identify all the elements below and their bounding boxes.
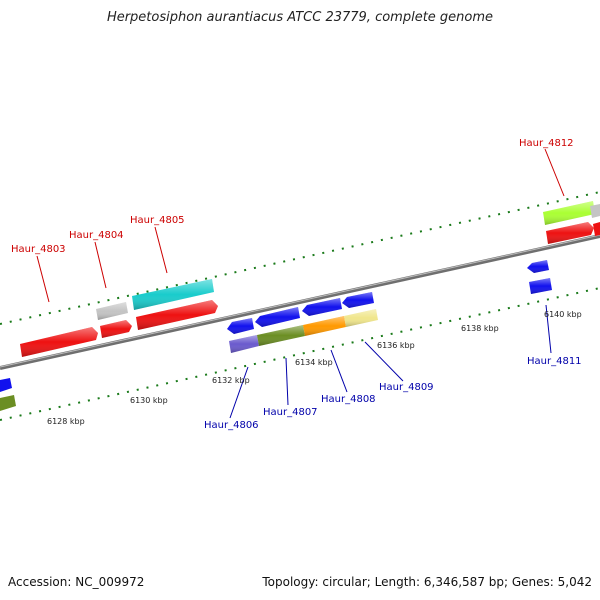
gene-arrow-forward[interactable] bbox=[136, 300, 218, 330]
kbp-label: 6134 kbp bbox=[295, 358, 333, 367]
gene-arrow-forward[interactable] bbox=[20, 327, 98, 357]
gene-box-slateblue[interactable] bbox=[229, 335, 259, 353]
gene-label-haur-4804[interactable]: Haur_4804 bbox=[69, 230, 124, 241]
label-leaders bbox=[36, 148, 565, 419]
gene-box-red[interactable] bbox=[593, 222, 600, 236]
gene-arrow-reverse[interactable] bbox=[342, 292, 374, 308]
gene-box-khaki[interactable] bbox=[344, 309, 378, 327]
forward-tick-track bbox=[0, 191, 600, 325]
kbp-label: 6130 kbp bbox=[130, 396, 168, 405]
kbp-labels: 6128 kbp 6130 kbp 6132 kbp 6134 kbp 6136… bbox=[47, 310, 582, 426]
kbp-label: 6136 kbp bbox=[377, 341, 415, 350]
gene-arrow-forward[interactable] bbox=[100, 320, 132, 338]
map-title: Herpetosiphon aurantiacus ATCC 23779, co… bbox=[106, 10, 494, 25]
gene-label-haur-4808[interactable]: Haur_4808 bbox=[321, 394, 376, 405]
gene-label-haur-4811[interactable]: Haur_4811 bbox=[527, 356, 582, 367]
gene-arrow-forward[interactable] bbox=[546, 222, 594, 244]
gene-label-haur-4809[interactable]: Haur_4809 bbox=[379, 382, 434, 393]
gene-box-cyan[interactable] bbox=[132, 279, 214, 310]
gene-label-haur-4805[interactable]: Haur_4805 bbox=[130, 215, 185, 226]
gene-arrow-reverse[interactable] bbox=[527, 260, 549, 273]
genome-backbone bbox=[0, 234, 600, 370]
kbp-label: 6138 kbp bbox=[461, 324, 499, 333]
reverse-tick-track bbox=[0, 287, 600, 421]
gene-arrow-reverse[interactable] bbox=[302, 298, 342, 316]
gene-label-haur-4803[interactable]: Haur_4803 bbox=[11, 244, 66, 255]
gene-label-haur-4807[interactable]: Haur_4807 bbox=[263, 407, 318, 418]
gene-box-gray[interactable] bbox=[96, 302, 128, 320]
gene-box-orange[interactable] bbox=[303, 316, 346, 336]
gene-arrow-reverse[interactable] bbox=[255, 307, 300, 327]
reverse-genes bbox=[0, 260, 552, 411]
gene-arrow-reverse[interactable] bbox=[227, 318, 254, 334]
genome-summary-text: Topology: circular; Length: 6,346,587 bp… bbox=[262, 575, 592, 589]
forward-gene-labels: Haur_4803 Haur_4804 Haur_4805 Haur_4812 bbox=[11, 138, 574, 255]
kbp-label: 6128 kbp bbox=[47, 417, 85, 426]
kbp-label: 6132 kbp bbox=[212, 376, 250, 385]
gene-box-blue[interactable] bbox=[529, 278, 552, 294]
gene-box-gray[interactable] bbox=[590, 204, 600, 218]
gene-box-lime[interactable] bbox=[543, 201, 595, 225]
gene-label-haur-4812[interactable]: Haur_4812 bbox=[519, 138, 574, 149]
gene-label-haur-4806[interactable]: Haur_4806 bbox=[204, 420, 259, 431]
gene-box-olive[interactable] bbox=[257, 325, 305, 346]
forward-genes bbox=[20, 201, 600, 357]
gene-arrow-reverse[interactable] bbox=[0, 378, 12, 392]
kbp-label: 6140 kbp bbox=[544, 310, 582, 319]
gene-box-olive[interactable] bbox=[0, 395, 16, 411]
reverse-gene-labels: Haur_4806 Haur_4807 Haur_4808 Haur_4809 … bbox=[204, 356, 582, 431]
accession-text: Accession: NC_009972 bbox=[8, 575, 145, 589]
